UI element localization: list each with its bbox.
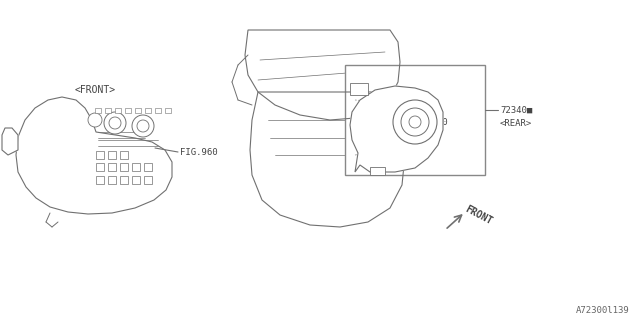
Bar <box>108 163 116 171</box>
Polygon shape <box>245 30 400 120</box>
Bar <box>144 163 152 171</box>
Bar <box>115 108 121 113</box>
Bar <box>370 167 385 175</box>
Circle shape <box>104 112 126 134</box>
Bar <box>145 108 151 113</box>
Polygon shape <box>350 86 443 172</box>
Bar <box>155 108 161 113</box>
Polygon shape <box>2 128 18 155</box>
Bar <box>345 65 485 175</box>
Text: <FRONT>: <FRONT> <box>74 85 116 95</box>
Text: 72340■: 72340■ <box>500 106 532 115</box>
Bar <box>96 176 104 184</box>
Text: FRONT: FRONT <box>463 204 493 227</box>
Bar <box>96 151 104 159</box>
Bar <box>350 83 368 95</box>
Bar <box>105 108 111 113</box>
Bar <box>132 163 140 171</box>
Bar <box>108 151 116 159</box>
Bar <box>120 176 128 184</box>
Bar <box>120 151 128 159</box>
Bar <box>125 108 131 113</box>
Circle shape <box>132 115 154 137</box>
Text: <REAR>: <REAR> <box>500 118 532 127</box>
Text: FIG.930: FIG.930 <box>410 117 447 126</box>
Bar <box>132 176 140 184</box>
Bar <box>96 163 104 171</box>
Circle shape <box>401 108 429 136</box>
Bar <box>120 163 128 171</box>
Bar <box>135 108 141 113</box>
Circle shape <box>393 100 437 144</box>
Circle shape <box>409 116 421 128</box>
Bar <box>144 176 152 184</box>
Circle shape <box>88 113 102 127</box>
Bar <box>95 108 101 113</box>
Circle shape <box>109 117 121 129</box>
Text: FIG.960: FIG.960 <box>180 148 218 156</box>
Bar <box>108 176 116 184</box>
Bar <box>165 108 171 113</box>
Circle shape <box>137 120 149 132</box>
Text: A72300l139: A72300l139 <box>576 306 630 315</box>
Polygon shape <box>16 97 172 214</box>
